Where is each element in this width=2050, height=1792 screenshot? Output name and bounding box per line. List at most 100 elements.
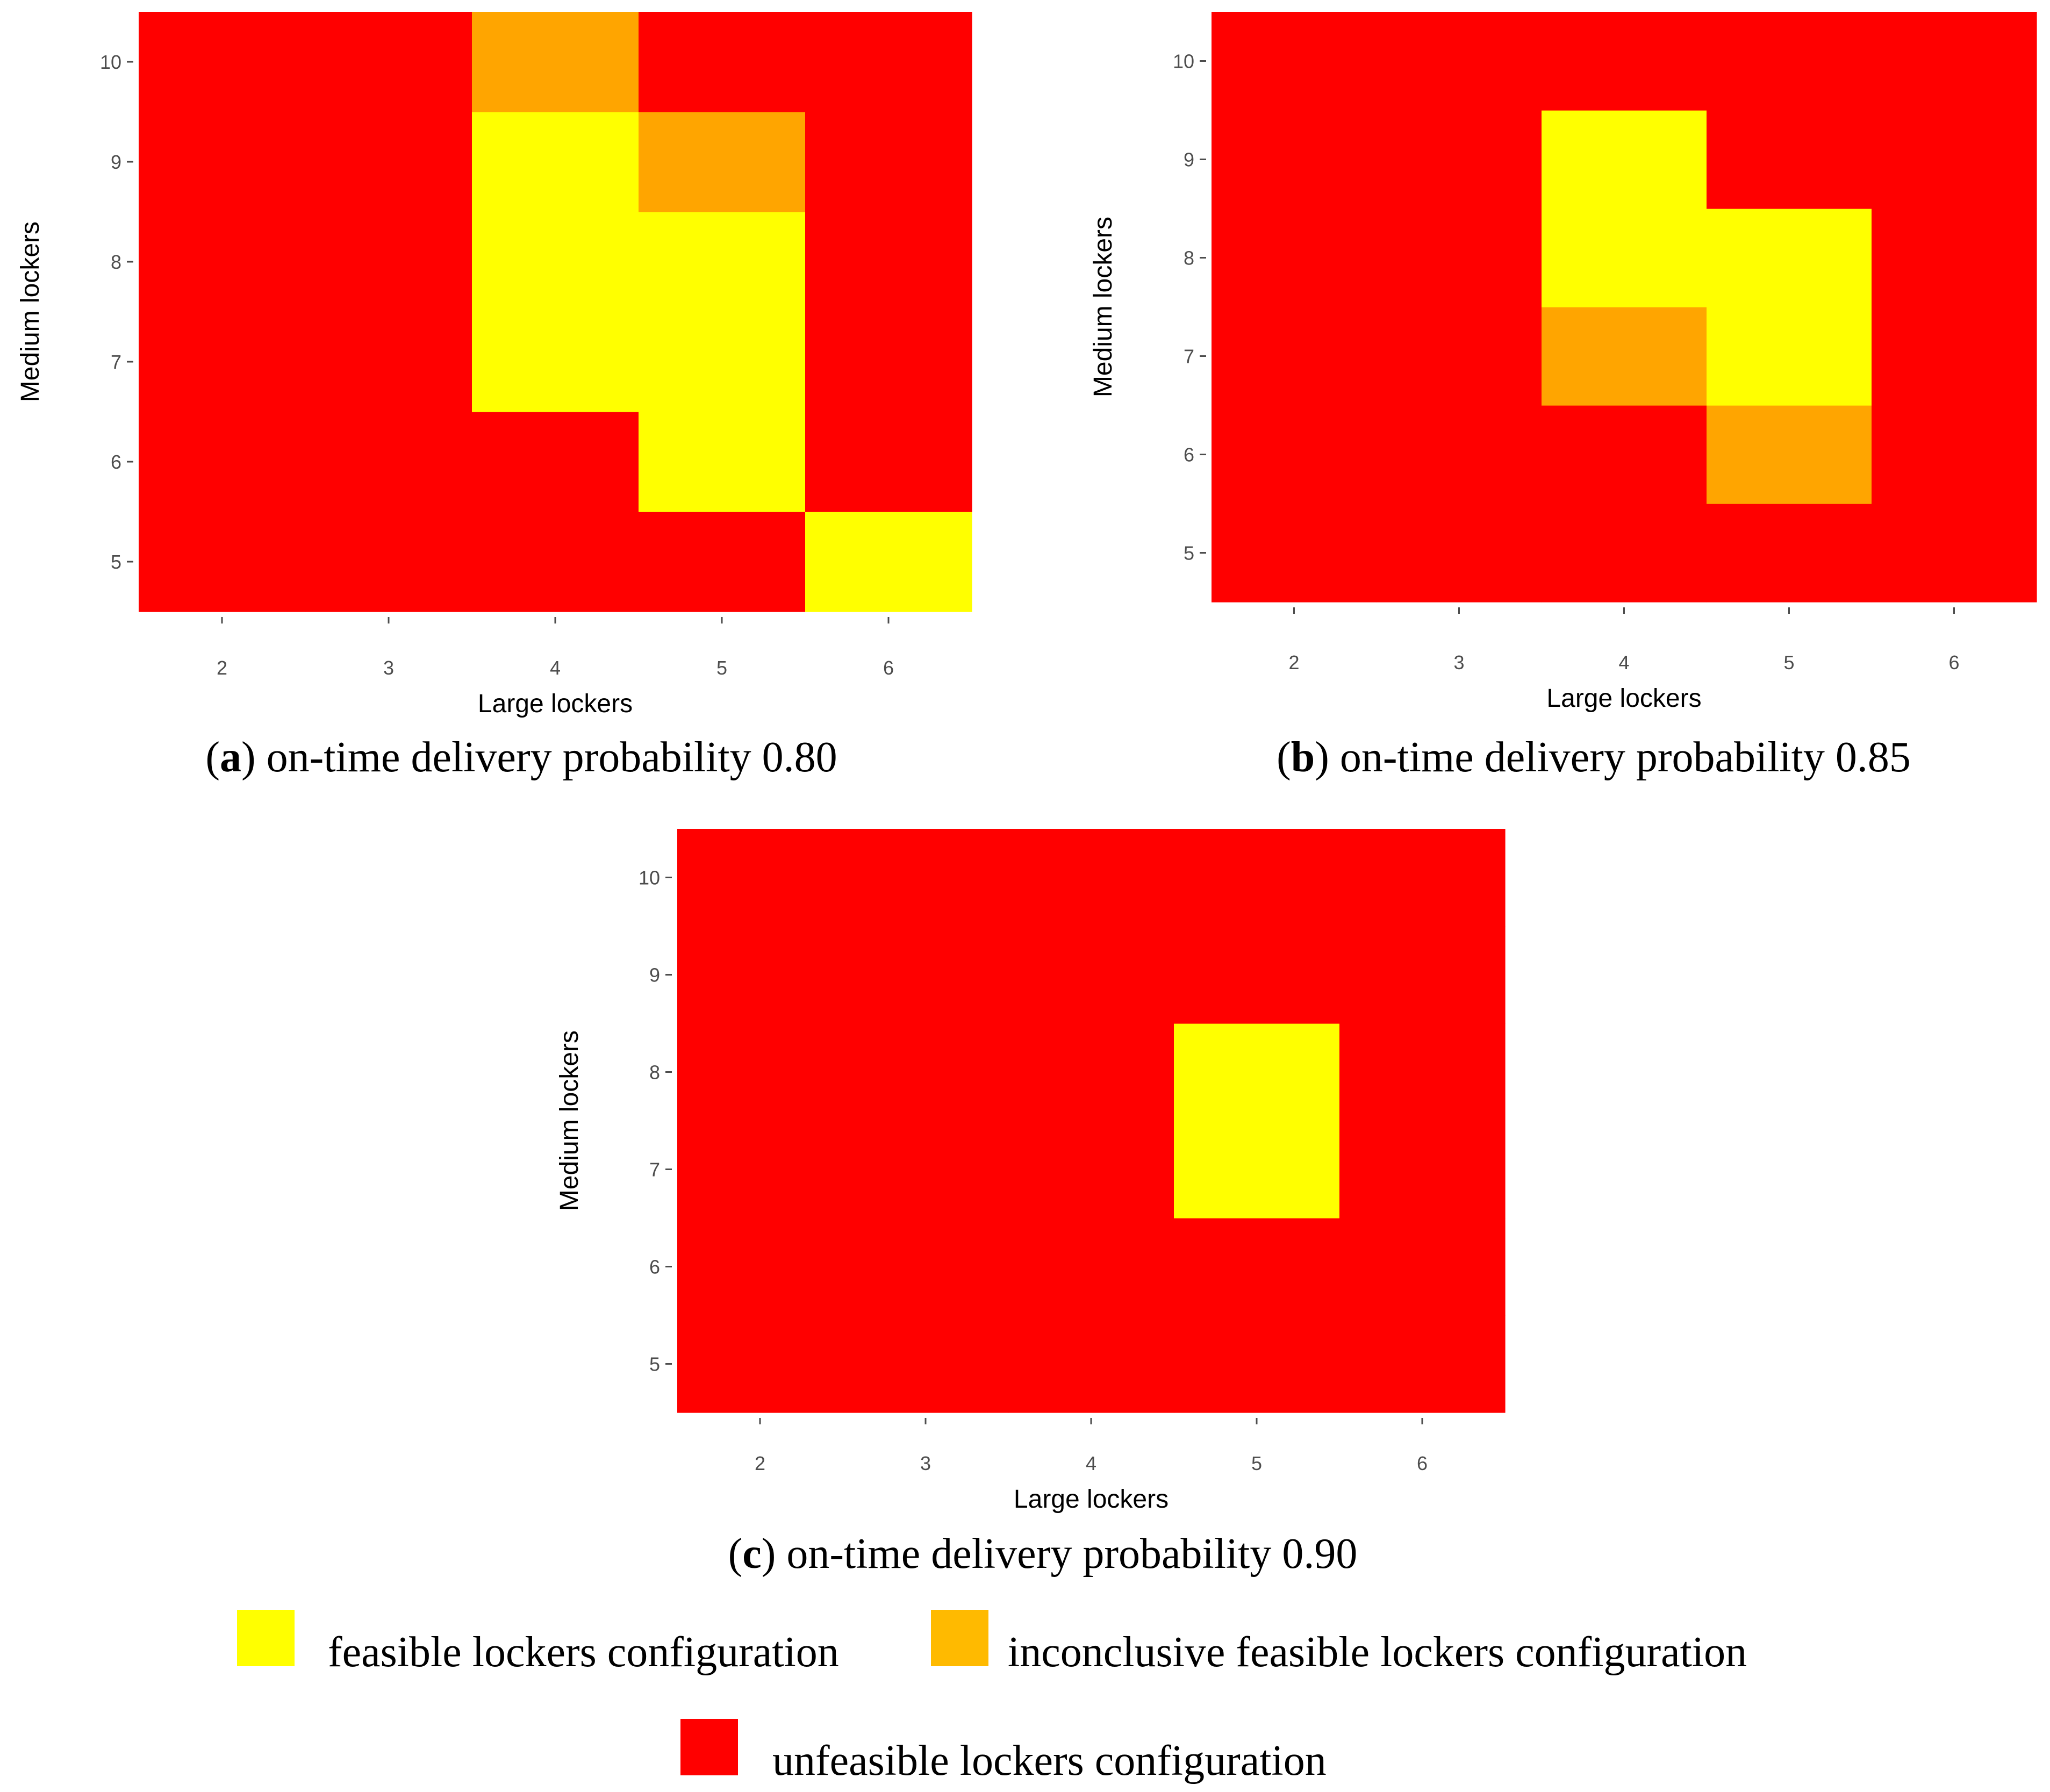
x-tick-label: 2 [217, 657, 227, 679]
x-tick-label: 6 [1417, 1452, 1428, 1474]
x-axis-title: Large lockers [478, 690, 633, 718]
heatmap-cell [1872, 307, 2037, 406]
heatmap-cell [305, 312, 472, 412]
heatmap-cell [1377, 307, 1542, 406]
x-tick-label: 4 [1086, 1452, 1096, 1474]
heatmap-cell [1212, 307, 1377, 406]
x-tick-label: 3 [1453, 651, 1464, 673]
heatmap-cell [677, 1121, 843, 1218]
caption-a-letter: a [220, 734, 241, 781]
heatmap-cell [305, 112, 472, 212]
heatmap-cell [677, 829, 843, 927]
heatmap-cell [139, 312, 306, 412]
y-axis-title: Medium lockers [1089, 217, 1117, 397]
heatmap-cell [1212, 209, 1377, 307]
x-tick-label: 6 [883, 657, 894, 679]
heatmap-cell [139, 12, 306, 112]
heatmap-cell [305, 412, 472, 512]
heatmap-cell [677, 1218, 843, 1316]
heatmap-cell [139, 112, 306, 212]
heatmap-cell [305, 512, 472, 612]
heatmap-cell [843, 1218, 1009, 1316]
y-tick-label: 5 [1184, 542, 1194, 564]
heatmap-cell [1377, 504, 1542, 603]
y-tick-label: 8 [1184, 247, 1194, 269]
legend-label-unfeasible: unfeasible lockers configuration [772, 1737, 1327, 1784]
y-tick-label: 9 [649, 964, 660, 986]
x-axis-title: Large lockers [1014, 1485, 1169, 1514]
heatmap-cell [1872, 405, 2037, 504]
heatmap-cell [1542, 504, 1707, 603]
heatmap-cell [843, 829, 1009, 927]
x-tick-label: 5 [1251, 1452, 1262, 1474]
heatmap-panel-a: 5 6 7 8 9 10 2 3 4 5 6 Large lockers Medium lockers [16, 12, 972, 718]
heatmap-cell [1008, 926, 1174, 1024]
x-tick-label: 6 [1948, 651, 1959, 673]
y-tick-label: 5 [111, 551, 121, 573]
legend-swatch-unfeasible [680, 1719, 738, 1775]
caption-c-text: ) on-time delivery probability 0.90 [762, 1530, 1358, 1578]
heatmap-cell [1872, 110, 2037, 209]
x-tick-label: 4 [1618, 651, 1629, 673]
y-tick-label: 6 [1184, 444, 1194, 466]
heatmap-cell [1872, 209, 2037, 307]
heatmap-cell [139, 212, 306, 312]
x-axis-title: Large lockers [1546, 684, 1701, 713]
heatmap-cell [1707, 12, 1872, 111]
y-tick-label: 7 [111, 351, 121, 373]
heatmap-cell [1174, 1023, 1340, 1121]
heatmap-cell [1377, 209, 1542, 307]
y-axis-title: Medium lockers [555, 1030, 584, 1211]
heatmap-cell [639, 12, 806, 112]
y-tick-label: 9 [1184, 149, 1194, 171]
y-tick-label: 6 [649, 1256, 660, 1278]
heatmap-cell [1377, 12, 1542, 111]
caption-b-text: ) on-time delivery probability 0.85 [1315, 734, 1911, 781]
heatmap-cell [1339, 1121, 1506, 1218]
heatmap-cell [677, 1023, 843, 1121]
y-axis-title: Medium lockers [16, 221, 45, 402]
heatmap-cell [1542, 405, 1707, 504]
legend-label-inconclusive: inconclusive feasible lockers configurat… [1008, 1629, 1747, 1676]
heatmap-cell [1542, 209, 1707, 307]
caption-b-letter: b [1291, 734, 1315, 781]
heatmap-cell [1008, 1218, 1174, 1316]
heatmap-cell [139, 512, 306, 612]
y-tick-label: 9 [111, 151, 121, 173]
heatmap-cell [1008, 1315, 1174, 1413]
x-tick-label: 3 [383, 657, 394, 679]
heatmap-cell [472, 12, 639, 112]
heatmap-cell [1377, 405, 1542, 504]
heatmap-cell [1542, 12, 1707, 111]
legend-swatch-inconclusive [931, 1610, 988, 1666]
heatmap-cell [1707, 110, 1872, 209]
heatmap-cell [1174, 1218, 1340, 1316]
y-tick-label: 10 [100, 51, 121, 73]
heatmap-cell [843, 926, 1009, 1024]
heatmap-cell [1008, 829, 1174, 927]
heatmap-cell [1542, 307, 1707, 406]
heatmap-cell [1212, 504, 1377, 603]
heatmap-cell [1008, 1121, 1174, 1218]
x-tick-label: 2 [1288, 651, 1299, 673]
heatmap-cell [1707, 307, 1872, 406]
heatmap-cell [639, 112, 806, 212]
heatmap-cell [1174, 1121, 1340, 1218]
caption-c-letter: c [742, 1530, 762, 1578]
heatmap-cell [639, 212, 806, 312]
heatmap-cell [639, 312, 806, 412]
heatmap-cell [677, 1315, 843, 1413]
heatmap-cell [1339, 1023, 1506, 1121]
caption-a-text: ) on-time delivery probability 0.80 [241, 734, 837, 781]
y-tick-label: 8 [111, 251, 121, 273]
heatmap-cell [1872, 12, 2037, 111]
heatmap-cell [472, 212, 639, 312]
heatmap-cell [639, 512, 806, 612]
heatmap-panel-b: 5 6 7 8 9 10 2 3 4 5 6 Large lockers Medium lockers [1089, 12, 2037, 713]
y-tick-label: 7 [649, 1159, 660, 1181]
x-tick-label: 3 [920, 1452, 931, 1474]
heatmap-cell [1707, 209, 1872, 307]
heatmap-cell [472, 112, 639, 212]
x-tick-label: 2 [755, 1452, 765, 1474]
